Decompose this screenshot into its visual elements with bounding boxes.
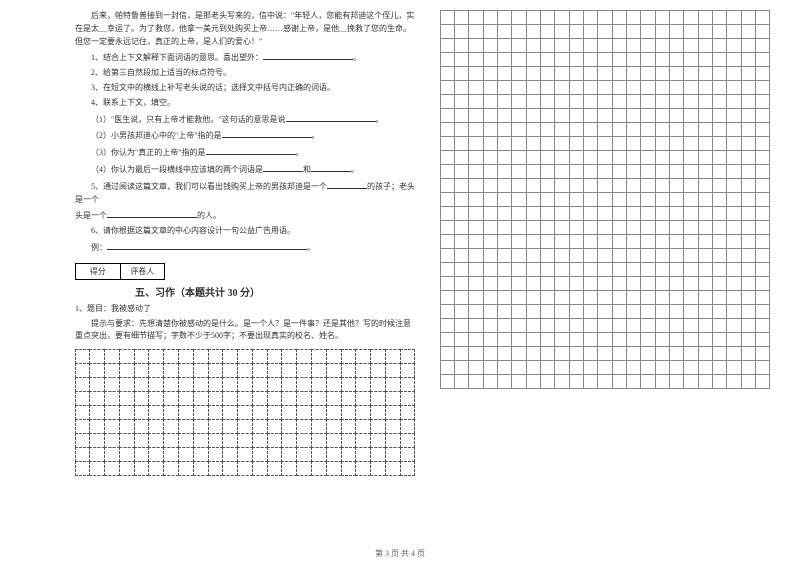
- question-4-2: （2）小男孩邦迪心中的"上帝"指的是。: [75, 128, 415, 143]
- question-1: 1、结合上下文解释下面词语的意思。喜出望外：。: [75, 50, 415, 65]
- question-2: 2、给第三自然段加上适当的标点符号。: [75, 67, 415, 80]
- essay-title: 1、题目：我被感动了: [75, 303, 415, 316]
- question-6: 6、请你根据这篇文章的中心内容设计一句公益广告用语。: [75, 225, 415, 238]
- question-4-3: （3）你认为"真正的上帝"指的是。: [75, 145, 415, 160]
- question-3: 3、在短文中的横线上补写老头说的话；选择文中括号内正确的词语。: [75, 82, 415, 95]
- page-footer: 第 3 页 共 4 页: [0, 548, 800, 559]
- question-5: 5、通过阅读这篇文章，我们可以看出钱购买上帝的男孩邦迪是一个的孩子；老头是一个: [75, 179, 415, 207]
- question-6-example: 例：。: [75, 240, 415, 255]
- left-column: 后来，帕特鲁普接到一封信，是那老头写来的，信中说："年轻人，您能有邦迪这个侄儿，…: [0, 0, 430, 540]
- score-label: 得分: [76, 264, 121, 279]
- question-4-4: （4）你认为最后一段横线中应该填的两个词语是和。: [75, 162, 415, 177]
- grader-label: 评卷人: [121, 264, 165, 279]
- question-4: 4、联系上下文，填空。: [75, 97, 415, 110]
- question-4-1: （1）"医生说，只有上帝才能救他。"这句话的意思是说。: [75, 112, 415, 127]
- right-column: [430, 0, 800, 540]
- essay-prompt: 提示与要求：先想清楚你被感动的是什么。是一个人？是一件事？还是其他？写的时候注意…: [75, 318, 415, 344]
- writing-grid-bottom: [75, 349, 415, 475]
- passage-text: 后来，帕特鲁普接到一封信，是那老头写来的，信中说："年轻人，您能有邦迪这个侄儿，…: [75, 10, 415, 48]
- score-box: 得分 评卷人: [75, 263, 165, 280]
- section-5-title: 五、习作（本题共计 30 分）: [135, 284, 415, 299]
- writing-grid-top: [440, 10, 770, 388]
- question-5b: 头是一个的人。: [75, 208, 415, 223]
